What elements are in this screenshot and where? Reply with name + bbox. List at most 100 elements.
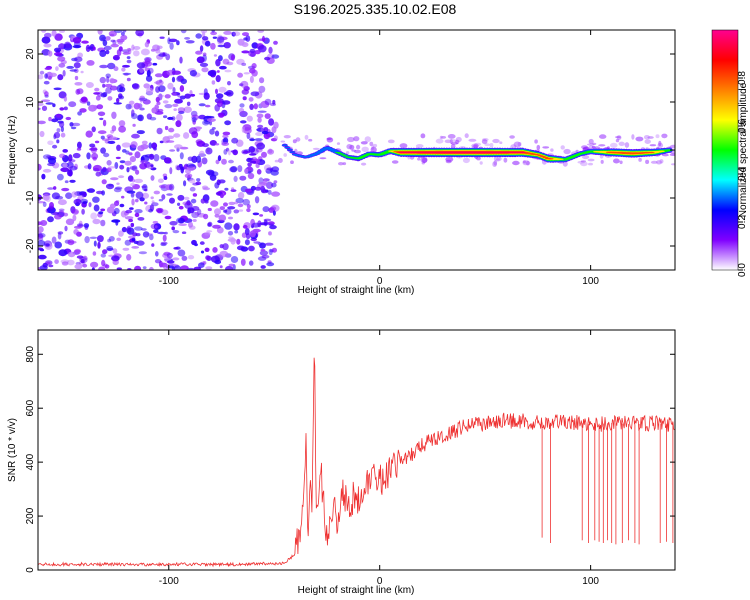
snr-dropouts bbox=[541, 422, 674, 545]
noise-speckle bbox=[223, 202, 228, 207]
noise-speckle bbox=[239, 83, 244, 87]
noise-speckle bbox=[136, 62, 146, 69]
ridge-halo-speckle bbox=[283, 135, 291, 139]
noise-speckle bbox=[215, 75, 221, 83]
noise-speckle bbox=[192, 193, 198, 197]
noise-speckle bbox=[69, 69, 78, 72]
noise-speckle bbox=[76, 255, 84, 259]
noise-speckle bbox=[209, 174, 217, 181]
noise-speckle bbox=[96, 190, 104, 195]
ridge-halo-speckle bbox=[370, 146, 377, 153]
ridge-halo-speckle bbox=[447, 134, 456, 139]
noise-speckle bbox=[144, 41, 150, 48]
noise-speckle bbox=[198, 103, 206, 107]
noise-speckle bbox=[106, 206, 115, 214]
noise-speckle bbox=[259, 214, 264, 217]
noise-speckle bbox=[227, 206, 236, 210]
noise-speckle bbox=[81, 191, 87, 198]
noise-speckle bbox=[48, 264, 54, 268]
noise-speckle bbox=[215, 159, 220, 165]
noise-speckle bbox=[151, 243, 155, 247]
noise-speckle bbox=[100, 135, 105, 140]
noise-speckle bbox=[233, 175, 238, 182]
noise-speckle bbox=[62, 163, 68, 168]
noise-speckle bbox=[201, 157, 208, 165]
noise-speckle bbox=[243, 127, 252, 134]
noise-speckle bbox=[164, 125, 169, 131]
noise-speckle bbox=[45, 102, 54, 105]
ridge-halo-speckle bbox=[387, 139, 395, 144]
noise-speckle bbox=[93, 92, 100, 95]
noise-speckle bbox=[86, 152, 91, 160]
noise-speckle bbox=[231, 137, 239, 144]
ridge-halo-speckle bbox=[588, 162, 593, 166]
noise-speckle bbox=[53, 186, 57, 190]
noise-speckle bbox=[189, 186, 196, 192]
noise-speckle bbox=[60, 167, 70, 173]
ridge-halo-speckle bbox=[610, 142, 618, 148]
noise-speckle bbox=[57, 173, 64, 181]
snr-frame bbox=[37, 329, 676, 571]
ridge-halo-speckle bbox=[600, 159, 604, 164]
noise-speckle bbox=[85, 130, 93, 138]
ridge-band bbox=[284, 146, 291, 149]
noise-speckle bbox=[68, 154, 73, 162]
ridge-halo-speckle bbox=[645, 159, 650, 164]
noise-speckle bbox=[253, 103, 258, 110]
noise-speckle bbox=[40, 220, 48, 226]
ridge-halo-speckle bbox=[445, 159, 452, 164]
noise-speckle bbox=[95, 95, 101, 101]
noise-speckle bbox=[69, 179, 76, 183]
noise-speckle bbox=[72, 45, 82, 49]
noise-speckle bbox=[38, 233, 46, 238]
ridge-halo-speckle bbox=[575, 149, 579, 153]
noise-speckle bbox=[150, 196, 154, 200]
noise-speckle bbox=[183, 180, 187, 187]
noise-speckle bbox=[119, 83, 125, 89]
noise-speckle bbox=[189, 90, 193, 96]
ridge-halo-speckle bbox=[563, 148, 571, 155]
noise-speckle bbox=[161, 194, 166, 200]
ridge-halo-speckle bbox=[415, 144, 424, 148]
noise-speckle bbox=[119, 203, 125, 208]
noise-speckle bbox=[62, 70, 66, 77]
noise-speckle bbox=[92, 46, 96, 51]
colorbar-tick-label: 0.2 bbox=[737, 215, 748, 229]
noise-speckle bbox=[102, 166, 107, 173]
ridge-halo-speckle bbox=[364, 136, 371, 143]
noise-speckle bbox=[143, 83, 150, 89]
noise-speckle bbox=[64, 180, 69, 184]
colorbar-tick-label: 0.8 bbox=[737, 71, 748, 85]
noise-speckle bbox=[125, 209, 133, 214]
ridge-halo-speckle bbox=[560, 145, 565, 150]
noise-speckle bbox=[216, 93, 224, 99]
noise-speckle bbox=[159, 52, 168, 55]
noise-speckle bbox=[204, 40, 211, 47]
noise-speckle bbox=[132, 83, 140, 90]
noise-speckle bbox=[233, 223, 240, 231]
noise-speckle bbox=[130, 141, 138, 149]
spectrogram-ytick-label: 20 bbox=[25, 48, 36, 60]
noise-speckle bbox=[224, 187, 229, 191]
noise-speckle bbox=[168, 183, 175, 191]
ridge-halo-speckle bbox=[399, 143, 408, 149]
noise-speckle bbox=[159, 79, 163, 83]
ridge-halo-speckle bbox=[420, 133, 426, 139]
noise-speckle bbox=[54, 241, 62, 249]
noise-speckle bbox=[41, 99, 51, 102]
noise-speckle bbox=[235, 197, 244, 204]
noise-speckle bbox=[124, 239, 131, 246]
colorbar: 0.0 0.2 0.4 0.6 0.8 Normalized spectral ampl… bbox=[711, 29, 749, 277]
ridge-halo-speckle bbox=[476, 156, 481, 161]
noise-speckle bbox=[172, 230, 180, 234]
noise-speckle bbox=[108, 254, 115, 257]
noise-speckle bbox=[164, 94, 171, 99]
noise-speckle bbox=[111, 111, 117, 120]
noise-speckle bbox=[155, 48, 161, 54]
noise-speckle bbox=[254, 196, 260, 204]
noise-speckle bbox=[89, 143, 96, 148]
noise-speckle bbox=[167, 82, 174, 90]
noise-speckle bbox=[158, 108, 164, 113]
ridge-halo-speckle bbox=[522, 160, 530, 166]
noise-speckle bbox=[212, 247, 218, 253]
